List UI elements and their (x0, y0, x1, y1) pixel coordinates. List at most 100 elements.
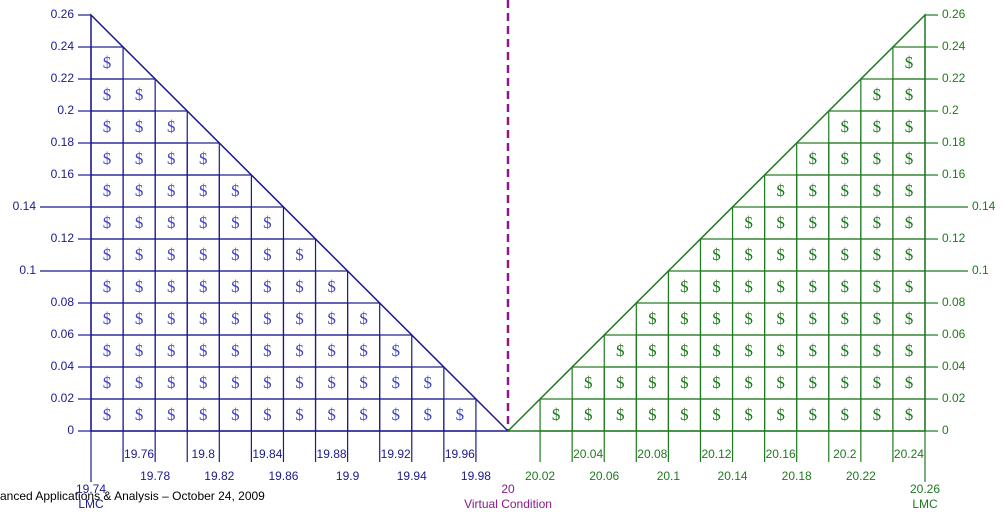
dollar-sign: $ (167, 277, 176, 296)
dollar-sign: $ (263, 213, 272, 232)
y-tick-label: 0.16 (942, 167, 966, 181)
y-tick-label: 0.02 (942, 391, 966, 405)
dollar-sign: $ (295, 309, 304, 328)
x-tick-label: 19.98 (461, 469, 491, 483)
y-tick-label: 0.22 (51, 71, 75, 85)
dollar-sign: $ (873, 277, 882, 296)
x-tick-label: 20.02 (525, 469, 555, 483)
y-tick-label: 0 (942, 423, 949, 437)
dollar-sign: $ (199, 277, 208, 296)
y-tick-label: 0.18 (942, 135, 966, 149)
dollar-sign: $ (199, 181, 208, 200)
end-label: LMC (78, 497, 104, 511)
dollar-sign: $ (391, 341, 400, 360)
dollar-sign: $ (680, 341, 689, 360)
dollar-sign: $ (167, 245, 176, 264)
dollar-sign: $ (808, 149, 817, 168)
dollar-sign: $ (199, 373, 208, 392)
dollar-sign: $ (616, 341, 625, 360)
cell (635, 302, 669, 336)
x-tick-label: 19.76 (124, 447, 154, 461)
dollar-sign: $ (712, 405, 721, 424)
dollar-sign: $ (295, 341, 304, 360)
dollar-sign: $ (841, 181, 850, 200)
dollar-sign: $ (167, 341, 176, 360)
right-triangle (506, 13, 926, 432)
dollar-sign: $ (648, 405, 657, 424)
dollar-sign: $ (584, 373, 593, 392)
cell (379, 334, 413, 368)
dollar-sign: $ (391, 405, 400, 424)
dollar-sign: $ (808, 213, 817, 232)
dollar-sign: $ (295, 245, 304, 264)
dollar-sign: $ (135, 149, 144, 168)
dollar-sign: $ (327, 277, 336, 296)
dollar-sign: $ (231, 309, 240, 328)
dollar-sign: $ (231, 341, 240, 360)
dollar-sign: $ (873, 85, 882, 104)
dollar-sign: $ (103, 309, 112, 328)
dollar-sign: $ (905, 53, 914, 72)
dollar-sign: $ (873, 181, 882, 200)
dollar-sign: $ (680, 405, 689, 424)
dollar-sign: $ (808, 373, 817, 392)
dollar-sign: $ (103, 405, 112, 424)
dollar-sign: $ (584, 405, 593, 424)
cell (603, 334, 637, 368)
cell (731, 206, 766, 240)
x-tick-label: 20.14 (718, 469, 748, 483)
y-tick-label: 0.08 (942, 295, 966, 309)
cell (186, 142, 220, 176)
dollar-sign: $ (841, 341, 850, 360)
dollar-sign: $ (712, 245, 721, 264)
dollar-sign: $ (776, 405, 785, 424)
dollar-sign: $ (808, 277, 817, 296)
y-tick-label: 0.14 (13, 199, 37, 213)
dollar-sign: $ (744, 405, 753, 424)
dollar-sign: $ (648, 309, 657, 328)
y-tick-label: 0.14 (972, 199, 996, 213)
x-tick-label: 20.2 (833, 447, 857, 461)
dollar-sign: $ (841, 373, 850, 392)
dollar-sign: $ (103, 85, 112, 104)
x-tick-label: 20 (501, 482, 515, 496)
dollar-sign: $ (295, 373, 304, 392)
dollar-sign: $ (135, 245, 144, 264)
dollar-sign: $ (424, 405, 433, 424)
y-tick-label: 0.18 (51, 135, 75, 149)
x-tick-label: 19.84 (252, 447, 282, 461)
dollar-sign: $ (231, 181, 240, 200)
dollar-sign: $ (680, 277, 689, 296)
dollar-sign: $ (103, 117, 112, 136)
dollar-sign: $ (424, 373, 433, 392)
x-tick-label: 19.96 (445, 447, 475, 461)
dollar-sign: $ (327, 341, 336, 360)
dollar-sign: $ (905, 149, 914, 168)
dollar-sign: $ (199, 245, 208, 264)
x-tick-label: 20.08 (637, 447, 667, 461)
x-tick-label: 20.16 (766, 447, 796, 461)
y-tick-label: 0.04 (51, 359, 75, 373)
dollar-sign: $ (552, 405, 561, 424)
y-tick-label: 0 (67, 423, 74, 437)
dollar-sign: $ (841, 117, 850, 136)
cell (828, 110, 862, 144)
dollar-sign: $ (103, 53, 112, 72)
dollar-sign: $ (744, 213, 753, 232)
dollar-sign: $ (359, 373, 368, 392)
dollar-sign: $ (103, 373, 112, 392)
y-tick-label: 0.1 (19, 263, 36, 277)
dollar-sign: $ (744, 373, 753, 392)
dollar-sign: $ (295, 405, 304, 424)
dollar-sign: $ (712, 341, 721, 360)
x-tick-label: 19.8 (192, 447, 216, 461)
cell (347, 302, 381, 336)
dollar-sign: $ (103, 149, 112, 168)
dollar-sign: $ (905, 341, 914, 360)
dollar-sign: $ (744, 277, 753, 296)
cell (218, 174, 252, 208)
dollar-sign: $ (648, 373, 657, 392)
dollar-sign: $ (905, 245, 914, 264)
dollar-sign: $ (873, 341, 882, 360)
dollar-sign: $ (808, 309, 817, 328)
